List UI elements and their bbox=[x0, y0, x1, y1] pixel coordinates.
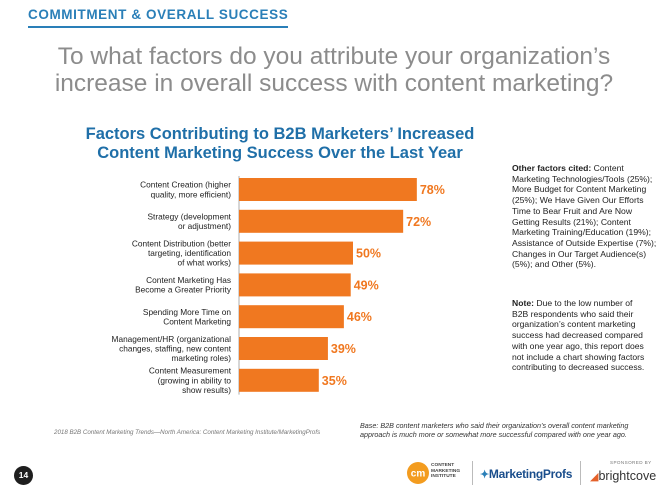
other-factors-line: (5%); and Other (5%). bbox=[512, 259, 597, 270]
category-label: Content Marketing bbox=[163, 317, 231, 327]
note-line: with one year ago, this report does bbox=[512, 340, 644, 351]
sponsored-by-label: SPONSORED BY bbox=[610, 460, 652, 465]
source-citation: 2018 B2B Content Marketing Trends—North … bbox=[54, 429, 321, 436]
sponsor-logos: cm CONTENT MARKETING INSTITUTE ✦Marketin… bbox=[400, 458, 662, 488]
question-line-1: To what factors do you attribute your or… bbox=[57, 43, 611, 70]
other-factors-line: More Budget for Content Marketing bbox=[512, 184, 647, 195]
marketingprofs-logo: ✦MarketingProfs bbox=[480, 467, 573, 481]
cmi-logo-icon: cm bbox=[407, 462, 429, 484]
brightcove-logo: ◢brightcove bbox=[590, 469, 657, 483]
logo-divider bbox=[580, 461, 581, 485]
other-factors-line: Marketing Technologies/Tools (25%); bbox=[512, 173, 653, 184]
question-line-2: increase in overall success with content… bbox=[54, 70, 614, 97]
note-line: contributing to decreased success. bbox=[512, 362, 645, 373]
category-label: targeting, identification bbox=[148, 248, 231, 258]
value-label: 46% bbox=[347, 310, 372, 324]
chart-title: Factors Contributing to B2B Marketers’ I… bbox=[60, 125, 500, 163]
category-label: or adjustment) bbox=[178, 221, 231, 231]
note-line: not include a chart showing factors bbox=[512, 351, 645, 362]
note-heading: Note: bbox=[512, 298, 534, 308]
note-line: B2B respondents who said their bbox=[512, 308, 634, 319]
other-factors-line: Getting Results (21%); Content bbox=[512, 216, 631, 227]
category-label: (growing in ability to bbox=[158, 375, 232, 385]
value-label: 35% bbox=[322, 374, 347, 388]
question-heading: To what factors do you attribute your or… bbox=[0, 43, 668, 97]
category-label: Management/HR (organizational bbox=[112, 334, 232, 344]
bar bbox=[239, 241, 353, 265]
logo-divider bbox=[472, 461, 473, 485]
bar bbox=[239, 305, 344, 329]
category-label: Spending More Time on bbox=[143, 307, 231, 317]
note-line: organization’s content marketing bbox=[512, 319, 636, 330]
other-factors-line: Time to Bear Fruit and Are Now bbox=[512, 205, 633, 216]
other-factors-line: (25%); We Have Given Our Efforts bbox=[512, 195, 644, 206]
page-number: 14 bbox=[14, 466, 33, 485]
note-line: success had decreased compared bbox=[512, 330, 643, 341]
bar bbox=[239, 368, 319, 392]
category-label: Content Measurement bbox=[149, 366, 232, 376]
other-factors-line: Assistance of Outside Expertise (7%); bbox=[512, 237, 657, 248]
category-label: Strategy (development bbox=[148, 212, 232, 222]
other-factors-text: Other factors cited: Content Marketing T… bbox=[512, 163, 660, 270]
svg-text:cm: cm bbox=[411, 469, 426, 480]
category-label: quality, more efficient) bbox=[151, 189, 232, 199]
chart-title-line-2: Content Marketing Success Over the Last … bbox=[97, 144, 463, 162]
bar bbox=[239, 178, 417, 201]
other-factors-line: Changes in Our Target Audience(s) bbox=[512, 248, 647, 259]
bird-icon: ✦ bbox=[480, 469, 489, 481]
bar bbox=[239, 337, 328, 360]
brightcove-mark-icon: ◢ bbox=[590, 471, 599, 483]
value-label: 50% bbox=[356, 247, 381, 261]
value-label: 72% bbox=[406, 215, 431, 229]
other-factors-line: Content bbox=[593, 163, 624, 173]
bar bbox=[239, 209, 404, 233]
category-label: of what works) bbox=[178, 258, 232, 268]
category-label: Content Distribution (better bbox=[132, 239, 231, 249]
base-note-line-2: approach is much more or somewhat more s… bbox=[360, 430, 627, 439]
note-text: Note: Due to the low number of B2B respo… bbox=[512, 298, 660, 373]
category-label: show results) bbox=[182, 385, 231, 395]
chart-title-line-1: Factors Contributing to B2B Marketers’ I… bbox=[85, 125, 475, 143]
category-label: Content Creation (higher bbox=[140, 180, 231, 190]
category-label: changes, staffing, new content bbox=[119, 344, 232, 354]
value-label: 78% bbox=[420, 183, 445, 197]
base-note: Base: B2B content marketers who said the… bbox=[360, 421, 650, 439]
section-label: COMMITMENT & OVERALL SUCCESS bbox=[28, 7, 289, 28]
category-label: marketing roles) bbox=[172, 353, 232, 363]
other-factors-heading: Other factors cited: bbox=[512, 163, 592, 173]
other-factors-line: Marketing Training/Education (19%); bbox=[512, 227, 652, 238]
bar bbox=[239, 273, 351, 297]
category-label: Become a Greater Priority bbox=[135, 285, 232, 295]
value-label: 39% bbox=[331, 342, 356, 356]
category-label: Content Marketing Has bbox=[146, 275, 231, 285]
cmi-wordmark: CONTENT MARKETING INSTITUTE bbox=[431, 463, 461, 479]
value-label: 49% bbox=[354, 278, 379, 292]
note-line: Due to the low number of bbox=[536, 298, 633, 308]
base-note-line-1: Base: B2B content marketers who said the… bbox=[360, 421, 629, 430]
